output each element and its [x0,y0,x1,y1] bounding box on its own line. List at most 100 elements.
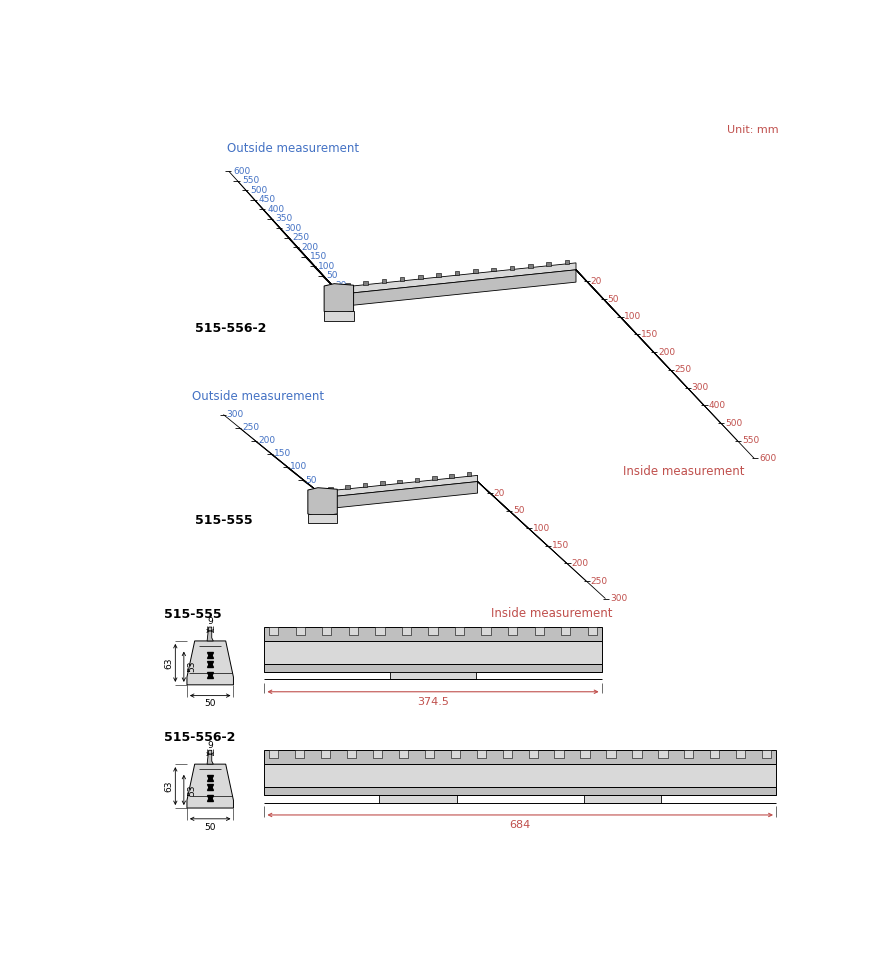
Polygon shape [400,277,404,281]
Polygon shape [345,283,350,287]
Text: 515-555: 515-555 [163,608,221,621]
Text: 50: 50 [204,700,216,708]
Bar [265,787,776,795]
Polygon shape [415,478,419,482]
Text: 20: 20 [321,488,332,498]
Polygon shape [338,270,576,307]
Text: Inside measurement: Inside measurement [622,465,744,478]
Polygon shape [491,267,496,271]
Bar [399,750,408,758]
Bar [736,750,745,758]
Bar [321,750,330,758]
Polygon shape [436,273,441,277]
Bar [451,750,460,758]
Text: 515-556-2: 515-556-2 [163,731,235,744]
Polygon shape [362,483,368,487]
Text: 250: 250 [675,366,692,374]
Polygon shape [510,265,514,269]
Bar [376,627,385,635]
Bar [607,750,615,758]
Bar [632,750,642,758]
Text: 515-556-2: 515-556-2 [194,321,266,335]
Text: 150: 150 [274,450,291,458]
Text: 150: 150 [552,541,569,550]
Text: 100: 100 [289,462,306,472]
Text: 20: 20 [335,281,346,290]
Bar [477,750,486,758]
Text: 600: 600 [234,167,250,176]
Polygon shape [455,271,459,275]
Polygon shape [449,474,454,478]
Text: 374.5: 374.5 [417,697,449,707]
Polygon shape [565,260,569,263]
Text: 400: 400 [267,205,284,213]
Text: Unit: mm: Unit: mm [727,124,779,135]
Polygon shape [363,281,368,285]
Bar [658,750,668,758]
Bar [265,664,601,672]
Text: 100: 100 [318,262,336,271]
Text: 500: 500 [725,419,742,427]
Polygon shape [329,486,333,490]
Text: 9: 9 [207,618,213,626]
Text: 63: 63 [164,657,173,669]
Polygon shape [382,279,386,283]
Bar [265,764,776,787]
Text: 250: 250 [242,423,259,432]
Bar [269,750,279,758]
Text: 550: 550 [742,436,759,445]
Bar [347,750,356,758]
Text: 150: 150 [310,252,327,262]
Polygon shape [418,275,423,279]
Polygon shape [397,480,402,483]
Bar [503,750,511,758]
Bar [428,627,438,635]
Polygon shape [324,312,353,320]
Text: 250: 250 [591,576,608,586]
Polygon shape [432,476,437,480]
Text: 50: 50 [327,271,338,280]
Text: 250: 250 [293,234,310,242]
Text: 100: 100 [624,313,642,321]
Text: 20: 20 [494,488,505,498]
Bar [481,627,491,635]
Text: 53: 53 [187,661,196,673]
Text: 550: 550 [242,177,259,185]
Bar [296,627,305,635]
Text: Outside measurement: Outside measurement [227,142,360,154]
Bar [710,750,719,758]
Bar [588,627,597,635]
Text: 50: 50 [607,294,619,304]
Polygon shape [528,263,533,267]
Polygon shape [473,269,478,273]
Polygon shape [546,262,551,265]
Text: Outside measurement: Outside measurement [193,391,324,403]
Text: 350: 350 [276,214,293,223]
Bar [391,672,476,679]
Bar [455,627,464,635]
Bar [322,627,331,635]
Polygon shape [308,487,337,517]
Polygon shape [338,262,576,294]
Text: 600: 600 [759,454,776,463]
Text: 300: 300 [226,410,243,419]
Text: 50: 50 [204,822,216,832]
Bar [561,627,570,635]
Text: 500: 500 [250,185,267,195]
Text: 300: 300 [610,594,627,603]
Polygon shape [207,627,213,641]
Bar [508,627,518,635]
Text: 100: 100 [533,524,550,533]
Bar [265,641,601,664]
Bar [295,750,305,758]
Bar [528,750,538,758]
Bar [583,795,662,803]
Text: 63: 63 [164,781,173,792]
Bar [401,627,411,635]
Polygon shape [187,764,234,808]
Polygon shape [321,482,478,510]
Bar [269,627,279,635]
Bar [265,750,776,764]
Polygon shape [466,473,472,477]
Bar [265,627,601,641]
